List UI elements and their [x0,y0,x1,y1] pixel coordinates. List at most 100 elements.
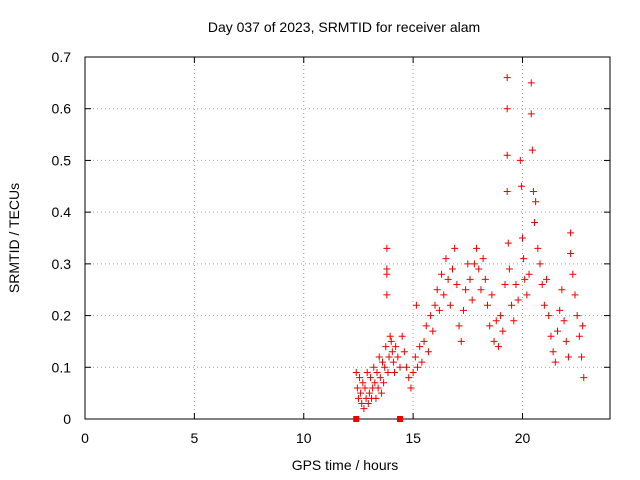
data-point [403,363,411,371]
data-point [383,270,391,278]
data-point [387,337,395,345]
data-point [551,358,559,366]
data-point [405,374,413,382]
data-point [356,374,364,382]
data-point [503,74,511,82]
data-point [486,322,494,330]
data-point [579,322,587,330]
data-point [365,389,373,397]
data-point [567,250,575,258]
data-point [453,281,461,289]
data-point [580,374,588,382]
data-points [352,74,588,422]
data-point [459,306,467,314]
data-point [521,275,529,283]
data-point [473,244,481,252]
data-point [503,105,511,113]
data-point [545,312,553,320]
x-tick-label: 15 [405,430,421,446]
data-point [567,229,575,237]
data-point [569,270,577,278]
data-point [556,306,564,314]
data-point [554,327,561,335]
x-axis-label: GPS time / hours [292,457,399,473]
data-point [525,270,533,278]
data-point [549,348,557,356]
data-point [375,353,383,361]
data-point [499,327,507,335]
y-tick-label: 0.1 [52,359,72,375]
data-point [370,363,378,371]
data-point [531,218,539,226]
data-point [386,332,394,340]
data-point [494,343,502,351]
data-point [527,110,535,118]
data-point [490,337,498,345]
data-point [560,317,568,325]
data-point [532,198,540,206]
data-point [455,322,463,330]
y-tick-label: 0.4 [52,204,72,220]
data-point [353,384,361,392]
data-point [433,286,441,294]
data-point [504,239,512,247]
data-point [477,286,485,294]
axis-ticks: 0 5 10 15 20 0 0.1 0.2 0.3 0.4 0.5 0.6 0.7 [52,49,610,446]
data-point [418,358,426,366]
data-point [573,312,581,320]
data-point [422,322,430,330]
data-point [446,301,454,309]
data-point [411,353,419,361]
data-point [534,244,542,252]
data-point [540,301,548,309]
data-point [371,379,379,387]
data-point [376,374,384,382]
data-point [384,368,392,376]
data-point [420,337,428,345]
data-point-square [397,416,403,422]
data-point [501,281,509,289]
data-point [503,151,511,159]
plot-frame [84,56,611,420]
data-point [379,358,386,366]
data-point [354,394,362,402]
data-point [449,265,456,273]
data-point [363,368,371,376]
data-point [429,327,437,335]
data-point [578,353,586,361]
data-point [462,286,470,294]
data-point [438,270,446,278]
data-point [385,353,393,361]
y-tick-label: 0.2 [52,308,72,324]
data-point [517,182,525,190]
data-point [383,244,391,252]
y-axis-label: SRMTID / TECUs [6,183,22,293]
data-point-square [353,416,360,422]
data-point [451,244,459,252]
data-point [374,384,382,392]
data-point [424,348,432,356]
data-point [543,275,551,283]
data-point [359,379,367,387]
data-point [527,79,535,87]
x-tick-label: 0 [81,430,89,446]
data-point [427,312,435,320]
data-point [510,317,518,325]
data-point [520,255,528,263]
data-point [479,255,487,263]
data-point [388,348,396,356]
x-tick-label: 20 [515,430,531,446]
chart-title: Day 037 of 2023, SRMTID for receiver ala… [208,19,480,35]
data-point [391,368,399,376]
data-point [457,337,465,345]
data-point [562,337,570,345]
data-point [481,275,489,283]
data-point [512,281,520,289]
data-point [358,399,366,407]
data-point [508,301,516,309]
data-point [431,301,439,309]
data-point [366,374,374,382]
data-point [470,260,478,268]
